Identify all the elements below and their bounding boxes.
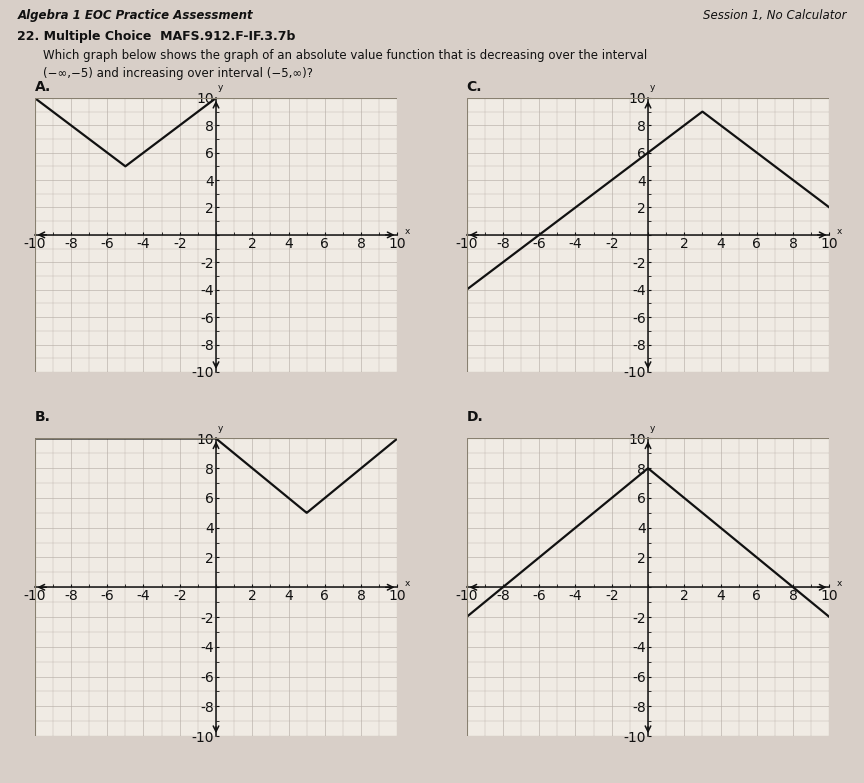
Text: x: x — [404, 227, 410, 236]
Text: Which graph below shows the graph of an absolute value function that is decreasi: Which graph below shows the graph of an … — [43, 49, 647, 62]
Text: y: y — [650, 424, 655, 432]
Text: (−∞,−5) and increasing over interval (−5,∞)?: (−∞,−5) and increasing over interval (−5… — [43, 67, 313, 80]
Bar — [467, 438, 829, 736]
Text: B.: B. — [35, 410, 50, 424]
Text: A.: A. — [35, 80, 51, 94]
Text: Algebra 1 EOC Practice Assessment: Algebra 1 EOC Practice Assessment — [17, 9, 253, 23]
Text: y: y — [218, 424, 223, 432]
Text: C.: C. — [467, 80, 482, 94]
Bar — [35, 98, 397, 372]
Text: x: x — [404, 579, 410, 588]
Text: y: y — [218, 84, 223, 92]
Text: D.: D. — [467, 410, 483, 424]
Bar — [35, 438, 397, 736]
Text: Session 1, No Calculator: Session 1, No Calculator — [703, 9, 847, 23]
Text: y: y — [650, 84, 655, 92]
Text: x: x — [836, 227, 842, 236]
Bar — [467, 98, 829, 372]
Text: 22. Multiple Choice  MAFS.912.F-IF.3.7b: 22. Multiple Choice MAFS.912.F-IF.3.7b — [17, 30, 295, 43]
Text: x: x — [836, 579, 842, 588]
